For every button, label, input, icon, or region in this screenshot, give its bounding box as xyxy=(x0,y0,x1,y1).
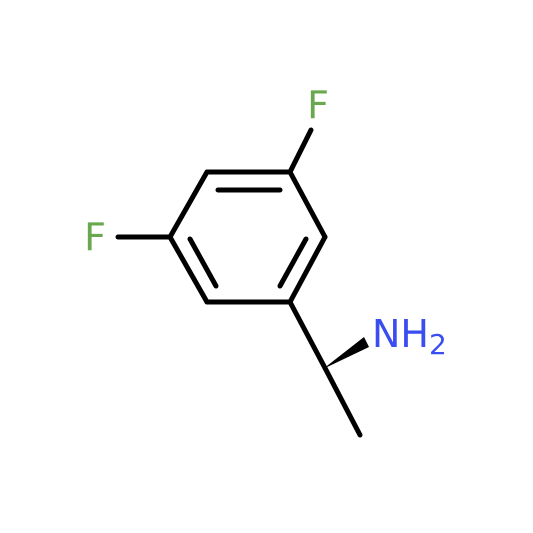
atom-label: F xyxy=(307,84,329,128)
atom-label-subscript: 2 xyxy=(429,328,447,361)
atom-label-main: NH xyxy=(372,312,429,356)
inner-bond xyxy=(187,236,219,289)
bond xyxy=(287,169,328,240)
inner-bond xyxy=(277,236,309,289)
bond-c-f xyxy=(287,127,314,175)
atom-label: NH2 xyxy=(372,312,447,362)
bonds xyxy=(115,127,369,438)
wedge-bond xyxy=(323,337,369,369)
bond xyxy=(287,234,328,305)
atom-label: F xyxy=(84,216,106,260)
bond xyxy=(167,234,210,305)
bond xyxy=(167,169,210,240)
bond xyxy=(287,299,328,371)
bond-methyl xyxy=(322,365,363,438)
